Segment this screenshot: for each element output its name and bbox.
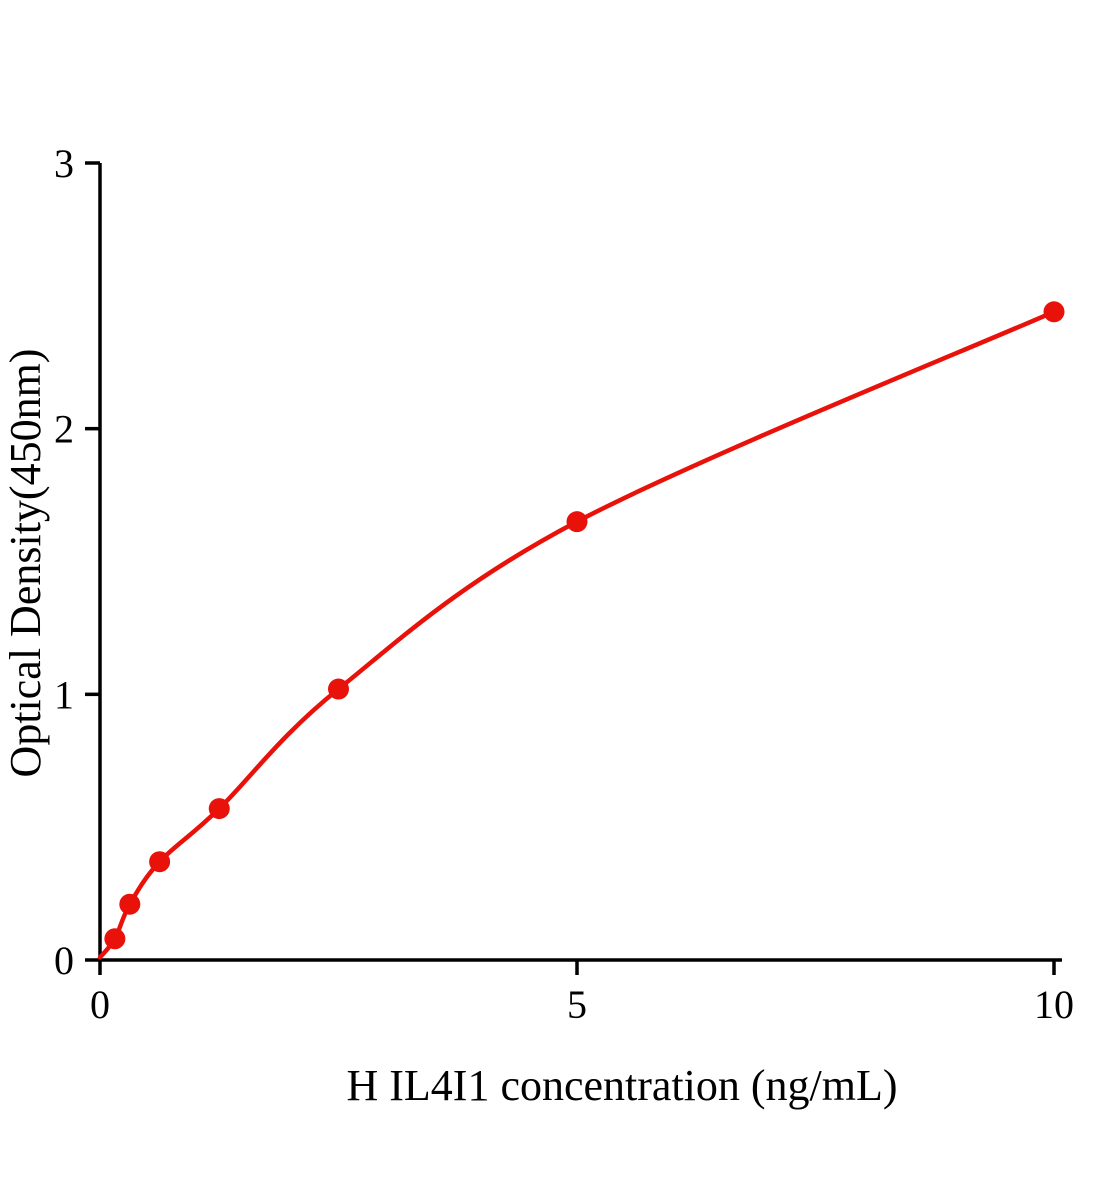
- standard-curve-line: [97, 309, 1057, 960]
- axes: [98, 163, 1062, 962]
- y-tick-label: 1: [54, 672, 74, 717]
- data-point-marker: [119, 893, 141, 915]
- data-point-marker: [566, 511, 588, 533]
- x-tick-label: 0: [90, 982, 110, 1027]
- x-tick-label: 5: [567, 982, 587, 1027]
- data-point-marker: [328, 678, 349, 700]
- axis-ticks: [85, 161, 1056, 975]
- y-tick-label: 3: [54, 141, 74, 186]
- x-axis-title: H IL4I1 concentration (ng/mL): [346, 1061, 897, 1110]
- data-point-marker: [104, 928, 126, 950]
- data-series: [97, 301, 1065, 960]
- data-point-marker: [149, 851, 171, 873]
- data-point-marker: [208, 798, 230, 820]
- data-point-marker: [1043, 301, 1065, 323]
- y-tick-label: 2: [54, 407, 74, 452]
- x-tick-label: 10: [1034, 982, 1074, 1027]
- y-axis-title: Optical Density(450nm): [1, 349, 50, 778]
- y-tick-label: 0: [54, 938, 74, 983]
- axis-tick-labels: 0 5 10 0 1 2 3: [54, 141, 1074, 1027]
